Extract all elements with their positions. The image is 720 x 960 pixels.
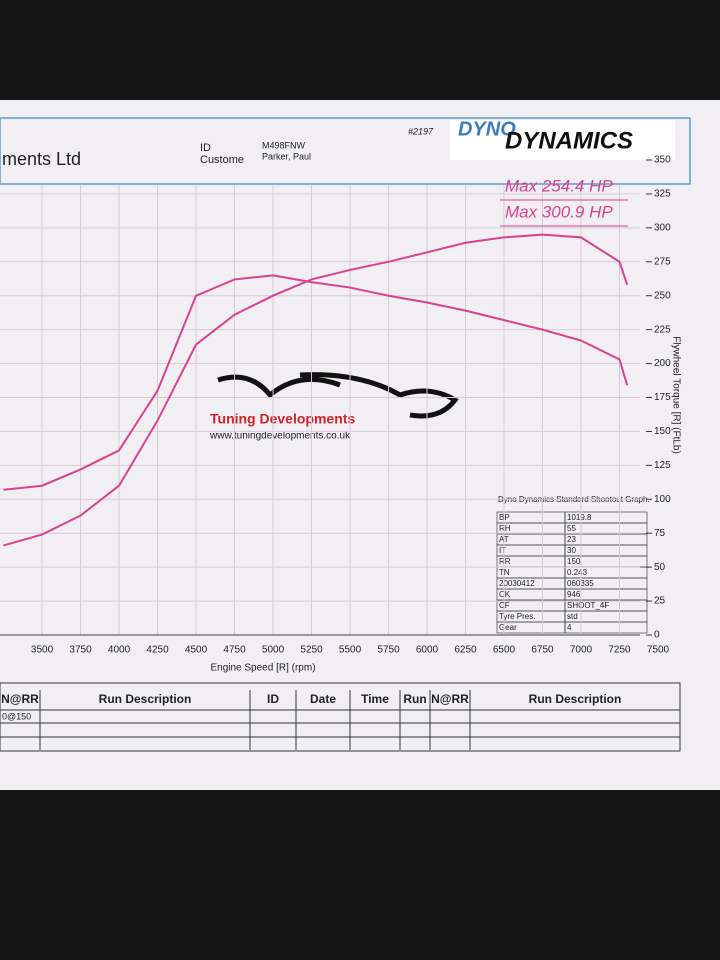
y-tick-label: 300 — [654, 222, 671, 233]
y-tick-label: 225 — [654, 324, 671, 335]
x-tick-label: 4750 — [223, 645, 246, 656]
y-axis-label: Flywheel Torque [R] (FtLb) — [670, 336, 681, 454]
y-tick-label: 250 — [654, 290, 671, 301]
param-value: 946 — [567, 590, 581, 599]
param-key: IT — [499, 546, 506, 555]
x-tick-label: 6250 — [454, 645, 477, 656]
y-tick-label: 175 — [654, 392, 671, 403]
y-tick-label: 100 — [654, 494, 671, 505]
x-tick-label: 7000 — [570, 645, 593, 656]
runs-header: N@RR — [1, 692, 39, 706]
param-value: std — [567, 612, 578, 621]
runs-header: N@RR — [431, 692, 469, 706]
logo-bottom: DYNAMICS — [505, 127, 633, 154]
x-tick-label: 5000 — [262, 645, 285, 656]
logo-top: DYNO — [458, 118, 516, 140]
runs-cell: 0@150 — [2, 711, 31, 721]
y-tick-label: 150 — [654, 426, 671, 437]
runs-header: Date — [310, 692, 336, 706]
paper — [0, 100, 720, 790]
sheet-number: #2197 — [408, 126, 434, 136]
logo-bg — [450, 120, 675, 160]
x-tick-label: 7250 — [608, 645, 631, 656]
param-key: Tyre Pres. — [499, 612, 535, 621]
runs-header: Run Description — [529, 692, 622, 706]
x-tick-label: 5750 — [377, 645, 400, 656]
y-tick-label: 325 — [654, 189, 671, 200]
param-value: SHOOT_4F — [567, 601, 609, 610]
y-tick-label: 200 — [654, 358, 671, 369]
param-row — [496, 621, 648, 634]
param-value: 55 — [567, 524, 576, 533]
y-tick-label: 125 — [654, 460, 671, 471]
param-value: 30 — [567, 546, 576, 555]
param-value: 150 — [567, 557, 581, 566]
annotation: Max 300.9 HP — [505, 202, 613, 221]
watermark-logo — [217, 372, 459, 419]
y-tick-label: 50 — [654, 562, 666, 573]
id-label: ID — [200, 142, 211, 154]
runs-header: ID — [267, 692, 279, 706]
watermark-url: www.tuningdevelopments.co.uk — [209, 431, 351, 442]
y-tick-label: 25 — [654, 596, 666, 607]
y-tick-label: 350 — [654, 155, 671, 166]
param-key: Gear — [499, 623, 517, 632]
x-tick-label: 4500 — [185, 645, 208, 656]
header-box — [0, 117, 691, 185]
x-tick-label: 5250 — [300, 645, 323, 656]
x-tick-label: 6000 — [416, 645, 439, 656]
param-value: 4 — [567, 623, 572, 632]
param-key: RR — [499, 557, 511, 566]
runs-header: Time — [361, 692, 389, 706]
x-tick-label: 5500 — [339, 645, 362, 656]
watermark-name: Tuning Developments — [210, 411, 355, 427]
company: ments Ltd — [2, 149, 81, 169]
param-value: 1019.8 — [567, 513, 592, 522]
x-tick-label: 7500 — [647, 645, 670, 656]
customer-value: Parker, Paul — [262, 151, 311, 161]
customer-label: Custome — [200, 154, 244, 166]
runs-header: Run — [403, 692, 426, 706]
x-tick-label: 4250 — [146, 645, 169, 656]
x-tick-label: 6500 — [493, 645, 516, 656]
param-key: CK — [499, 590, 511, 599]
x-tick-label: 3750 — [69, 645, 92, 656]
x-tick-label: 4000 — [108, 645, 131, 656]
data-line — [3, 274, 629, 491]
y-tick-label: 275 — [654, 256, 671, 267]
param-value: 0.243 — [567, 568, 588, 577]
x-tick-label: 6750 — [531, 645, 554, 656]
id-value: M498FNW — [262, 140, 306, 150]
param-key: 20030412 — [499, 579, 535, 588]
y-tick-label: 75 — [654, 528, 666, 539]
runs-header: Run Description — [99, 692, 192, 706]
param-key: RH — [499, 524, 511, 533]
annotation: Max 254.4 HP — [505, 176, 613, 195]
x-tick-label: 3500 — [31, 645, 54, 656]
data-line — [3, 233, 629, 547]
param-value: 23 — [567, 535, 576, 544]
y-tick-label: 0 — [654, 630, 660, 641]
x-axis-label: Engine Speed [R] (rpm) — [210, 663, 315, 674]
